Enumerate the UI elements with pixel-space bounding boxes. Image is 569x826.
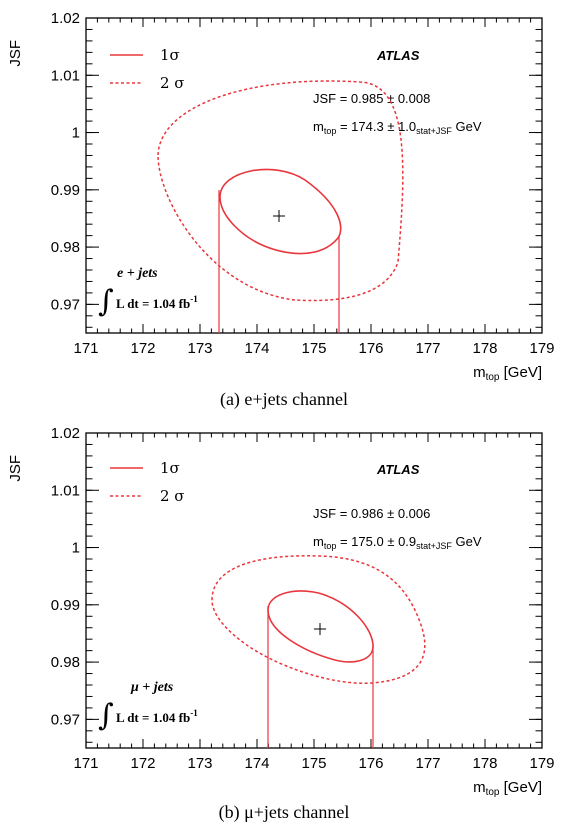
contour-1sigma <box>267 590 374 663</box>
atlas-label: ATLAS <box>376 48 420 63</box>
legend-2sigma-label: 2 σ <box>160 487 185 505</box>
x-tick-label: 179 <box>529 340 554 357</box>
axis-ticks: 171 172 173 174 175 176 177 178 179 0.97 0.98 0.99 1… <box>51 10 555 357</box>
panel-b: 171 172 173 174 175 176 177 178 179 0.97 0.98 0.99 1… <box>7 425 555 823</box>
legend-2sigma-label: 2 σ <box>160 74 185 92</box>
jsf-result: JSF = 0.986 ± 0.006 <box>313 506 430 521</box>
y-tick-label: 0.97 <box>51 296 80 313</box>
y-tick-label: 0.99 <box>51 182 80 199</box>
jsf-result: JSF = 0.985 ± 0.008 <box>313 91 430 106</box>
channel-label: e + jets <box>117 266 158 281</box>
x-tick-label: 177 <box>415 755 440 772</box>
contour-2sigma <box>157 80 404 302</box>
y-axis-title: JSF <box>7 40 24 67</box>
plot-frame <box>85 432 543 749</box>
y-tick-label: 1.02 <box>51 10 80 27</box>
x-tick-label: 173 <box>187 755 212 772</box>
best-fit-marker <box>273 210 285 222</box>
y-tick-label: 1 <box>72 540 80 557</box>
contour-2sigma <box>211 555 426 685</box>
plot-frame <box>85 17 543 334</box>
lumi-label: L dt = 1.04 fb-1 <box>116 294 198 311</box>
contour-1sigma <box>219 168 342 255</box>
x-axis-title: mtop [GeV] <box>473 779 542 798</box>
y-tick-label: 1.02 <box>51 425 80 442</box>
y-tick-label: 1.01 <box>51 67 80 84</box>
x-tick-label: 173 <box>187 340 212 357</box>
caption-b: (b) μ+jets channel <box>219 802 350 823</box>
x-axis-title: mtop [GeV] <box>473 364 542 383</box>
best-fit-marker <box>314 623 326 635</box>
integral-sign: ∫ <box>98 698 114 733</box>
x-tick-label: 176 <box>358 755 383 772</box>
x-tick-label: 174 <box>244 340 269 357</box>
x-tick-label: 172 <box>130 340 155 357</box>
x-tick-label: 171 <box>73 755 98 772</box>
x-tick-label: 174 <box>244 755 269 772</box>
y-tick-label: 0.97 <box>51 711 80 728</box>
x-tick-label: 172 <box>130 755 155 772</box>
lumi-label: L dt = 1.04 fb-1 <box>116 708 198 725</box>
x-tick-label: 175 <box>301 340 326 357</box>
y-tick-label: 0.98 <box>51 654 80 671</box>
legend-1sigma-label: 1σ <box>160 46 180 64</box>
channel-label: μ + jets <box>130 680 174 695</box>
x-tick-label: 178 <box>472 340 497 357</box>
axis-ticks: 171 172 173 174 175 176 177 178 179 0.97 0.98 0.99 1… <box>51 425 555 772</box>
caption-a: (a) e+jets channel <box>220 389 348 410</box>
y-axis-title: JSF <box>7 455 24 482</box>
y-tick-label: 1.01 <box>51 482 80 499</box>
atlas-label: ATLAS <box>376 462 420 477</box>
x-tick-label: 178 <box>472 755 497 772</box>
x-tick-label: 175 <box>301 755 326 772</box>
y-tick-label: 0.98 <box>51 239 80 256</box>
x-tick-label: 176 <box>358 340 383 357</box>
y-tick-label: 0.99 <box>51 597 80 614</box>
mtop-result: mtop = 175.0 ± 0.9stat+JSF GeV <box>313 534 482 551</box>
mtop-result: mtop = 174.3 ± 1.0stat+JSF GeV <box>313 119 482 136</box>
x-tick-label: 179 <box>529 755 554 772</box>
x-tick-label: 171 <box>73 340 98 357</box>
x-tick-label: 177 <box>415 340 440 357</box>
panel-a: 171 172 173 174 175 176 177 178 179 0.97 0.98 0.99 1… <box>7 10 555 410</box>
integral-sign: ∫ <box>98 284 114 319</box>
y-tick-label: 1 <box>72 125 80 142</box>
legend-1sigma-label: 1σ <box>160 459 180 477</box>
